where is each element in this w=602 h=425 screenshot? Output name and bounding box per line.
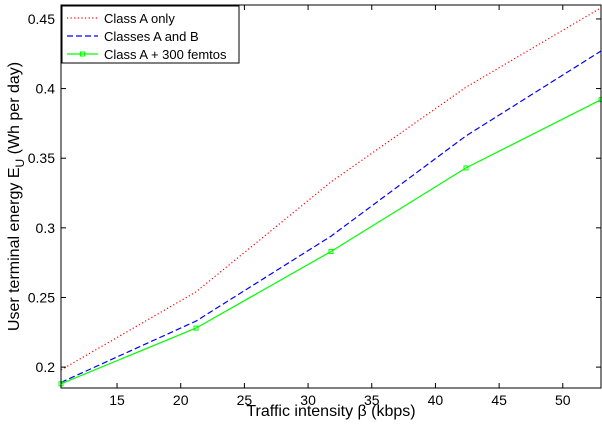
y-tick-label: 0.35 [28, 150, 55, 166]
series-line-3 [60, 99, 602, 385]
x-tick-label: 30 [300, 392, 316, 408]
series-point [193, 325, 199, 331]
y-tick-label: 0.2 [36, 359, 56, 375]
y-axis-label-main: User terminal energy E [6, 167, 23, 331]
y-axis-label-suffix: (Wh per day) [6, 62, 23, 159]
series-point [328, 249, 334, 255]
series-point [463, 165, 469, 171]
legend-label: Class A only [104, 11, 175, 26]
legend-label: Classes A and B [104, 29, 199, 44]
y-axis-label-subscript: U [13, 159, 27, 168]
y-tick-label: 0.4 [36, 81, 56, 97]
x-tick-label: 15 [109, 392, 125, 408]
y-tick-label: 0.3 [36, 220, 56, 236]
ticks-layer: 15 20 25 30 35 40 45 50 0.2 0.25 0.3 0.35 0.4 0.45 [28, 5, 601, 408]
x-tick-label: 40 [428, 392, 444, 408]
y-axis-label: User terminal energy EU (Wh per day) [6, 62, 27, 331]
legend: Class A only Classes A and B Class A + 300… [61, 5, 240, 64]
series-line-2 [60, 50, 602, 383]
x-tick-label: 20 [173, 392, 189, 408]
legend-entries: Class A only Classes A and B Class A + 300… [67, 11, 227, 62]
legend-label: Class A + 300 femtos [104, 47, 227, 62]
x-tick-label: 25 [237, 392, 253, 408]
x-axis-label: Traffic intensity β (kbps) [246, 403, 415, 420]
plot-frame [60, 4, 602, 389]
legend-marker [80, 51, 85, 57]
x-tick-label: 45 [491, 392, 507, 408]
y-tick-label: 0.45 [28, 11, 55, 27]
x-tick-label: 35 [364, 392, 380, 408]
x-tick-label: 50 [555, 392, 571, 408]
legend-box [61, 5, 240, 64]
series-layer [58, 7, 602, 387]
y-tick-label: 0.25 [28, 289, 55, 305]
